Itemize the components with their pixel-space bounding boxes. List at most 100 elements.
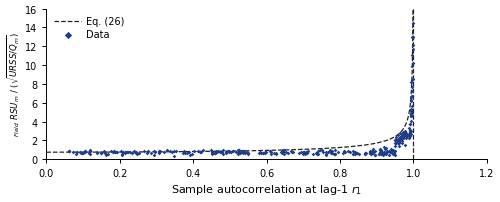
Data	[322, 151, 330, 154]
Data	[399, 137, 407, 140]
Data	[258, 152, 266, 155]
Data	[226, 150, 234, 154]
Data	[366, 153, 374, 156]
Data	[207, 149, 215, 152]
Data	[119, 150, 127, 154]
Data	[160, 151, 168, 154]
Data	[385, 149, 393, 153]
Data	[408, 85, 416, 89]
Data	[379, 152, 387, 155]
Data	[182, 152, 190, 155]
Data	[234, 149, 242, 152]
Data	[96, 152, 104, 155]
Data	[110, 150, 118, 153]
Data	[140, 149, 148, 153]
Data	[156, 150, 164, 153]
Data	[392, 136, 400, 139]
Data	[408, 54, 416, 57]
Data	[402, 136, 410, 140]
Data	[390, 152, 398, 155]
Data	[410, 36, 418, 39]
Data	[86, 149, 94, 152]
Data	[331, 148, 339, 152]
Data	[113, 151, 121, 154]
Data	[110, 151, 118, 154]
Data	[406, 127, 413, 130]
Data	[362, 152, 370, 155]
Data	[224, 149, 232, 153]
Data	[280, 148, 287, 152]
Data	[399, 134, 407, 138]
Data	[350, 150, 358, 153]
Data	[100, 150, 108, 154]
Data	[155, 150, 163, 154]
Data	[108, 151, 116, 154]
Data	[154, 150, 162, 153]
Data	[375, 153, 383, 156]
Data	[403, 133, 411, 137]
Data	[155, 152, 163, 155]
Data	[76, 151, 84, 154]
Data	[407, 133, 415, 136]
Data	[166, 150, 174, 153]
Data	[401, 130, 409, 133]
Data	[82, 151, 90, 154]
Data	[93, 152, 101, 155]
Data	[66, 150, 74, 153]
Data	[400, 133, 407, 137]
Data	[400, 133, 408, 137]
Data	[408, 95, 416, 98]
Data	[352, 151, 360, 155]
Data	[387, 148, 395, 151]
Data	[406, 123, 413, 126]
Data	[366, 150, 374, 153]
Data	[340, 150, 347, 153]
Data	[86, 152, 94, 156]
Data	[376, 148, 384, 151]
Data	[366, 152, 374, 155]
Data	[376, 149, 384, 152]
Data	[382, 151, 390, 154]
Data	[360, 152, 368, 155]
Data	[85, 152, 93, 155]
Data	[406, 129, 414, 133]
Data	[132, 152, 140, 155]
Data	[272, 152, 280, 156]
Data	[395, 136, 403, 140]
Data	[294, 152, 302, 155]
Data	[278, 152, 286, 155]
Data	[121, 151, 129, 155]
Data	[406, 135, 413, 138]
Data	[394, 139, 402, 142]
Data	[398, 142, 406, 145]
Data	[396, 137, 404, 140]
Data	[398, 133, 406, 136]
Data	[78, 152, 86, 155]
Data	[334, 151, 342, 154]
Data	[366, 151, 374, 154]
Data	[400, 131, 407, 134]
Data	[93, 151, 101, 154]
Data	[399, 137, 407, 140]
Data	[406, 130, 413, 134]
Data	[396, 137, 404, 140]
Data	[407, 114, 415, 117]
Data	[387, 150, 395, 153]
Eq. (26)	[222, 150, 228, 153]
Data	[209, 152, 217, 155]
Data	[326, 149, 334, 153]
Data	[109, 150, 117, 154]
Data	[408, 120, 416, 123]
Data	[182, 151, 190, 155]
Data	[211, 151, 219, 154]
Data	[322, 154, 330, 157]
Data	[398, 140, 406, 143]
Data	[376, 151, 384, 154]
Data	[147, 152, 155, 155]
Data	[402, 135, 410, 138]
Eq. (26)	[212, 150, 218, 153]
Data	[130, 150, 138, 153]
Data	[180, 149, 188, 153]
Data	[396, 132, 404, 135]
Data	[383, 150, 391, 154]
